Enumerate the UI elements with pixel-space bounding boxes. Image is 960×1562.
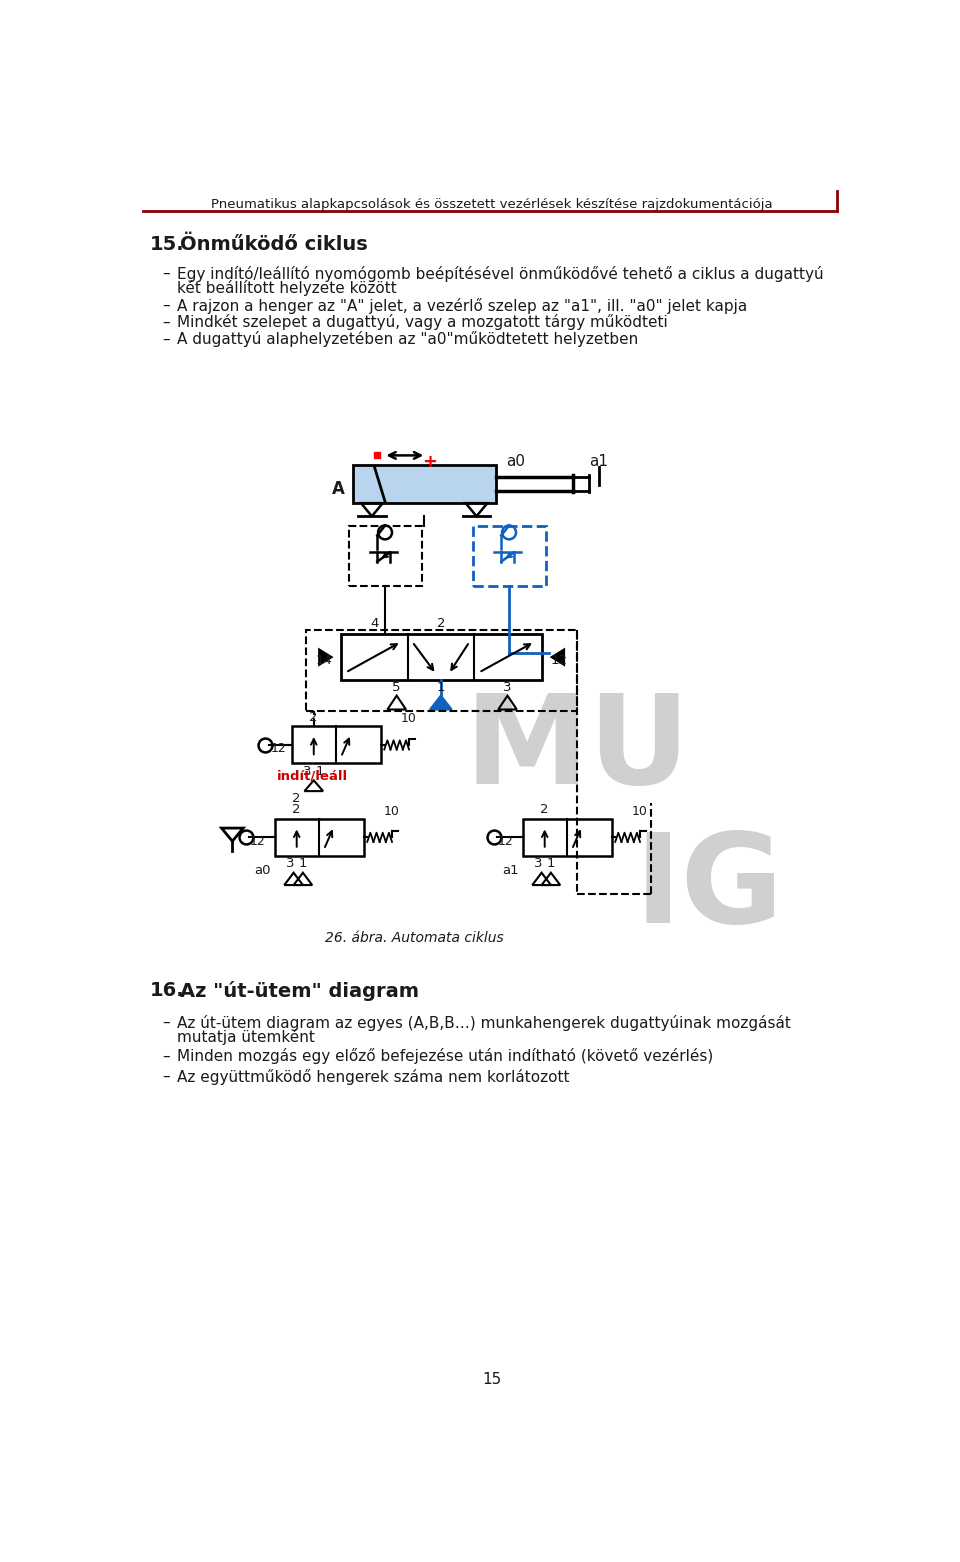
Text: 10: 10 (384, 804, 400, 817)
Text: –: – (162, 266, 170, 281)
Text: A: A (332, 480, 345, 498)
Text: 3: 3 (286, 858, 295, 870)
Text: a0: a0 (254, 864, 271, 876)
Text: 10: 10 (632, 804, 648, 817)
Bar (275, 818, 364, 856)
Text: Az együttműködő hengerek száma nem korlátozott: Az együttműködő hengerek száma nem korlá… (177, 1068, 569, 1086)
Text: indít/leáll: indít/leáll (276, 770, 348, 783)
Text: Egy indító/leállító nyomógomb beépítésével önműködővé tehető a ciklus a dugattyú: Egy indító/leállító nyomógomb beépítésév… (177, 266, 824, 283)
Text: 1: 1 (437, 681, 445, 695)
Text: mutatja ütemként: mutatja ütemként (177, 1029, 315, 1045)
Text: MU: MU (465, 689, 690, 811)
Text: Az "út-ütem" diagram: Az "út-ütem" diagram (180, 981, 420, 1001)
Polygon shape (319, 650, 331, 665)
Polygon shape (552, 650, 564, 665)
Text: Mindkét szelepet a dugattyú, vagy a mozgatott tárgy működteti: Mindkét szelepet a dugattyú, vagy a mozg… (177, 314, 667, 331)
Text: két beállított helyzete között: két beállított helyzete között (177, 280, 396, 295)
Text: 10: 10 (401, 712, 417, 725)
Text: Pneumatikus alapkapcsolások és összetett vezérlések készítése rajzdokumentációja: Pneumatikus alapkapcsolások és összetett… (211, 198, 773, 211)
Bar (292, 726, 381, 764)
Text: –: – (162, 314, 170, 330)
Text: 3: 3 (303, 765, 312, 778)
Text: 1: 1 (546, 858, 555, 870)
Text: 26. ábra. Automata ciklus: 26. ábra. Automata ciklus (325, 931, 504, 945)
Text: –: – (162, 1068, 170, 1084)
Text: –: – (162, 297, 170, 312)
Text: 15: 15 (482, 1371, 502, 1387)
Text: 15.: 15. (150, 236, 184, 255)
Text: 1: 1 (316, 765, 324, 778)
Bar (523, 818, 612, 856)
Text: Minden mozgás egy előző befejezése után indítható (követő vezérlés): Minden mozgás egy előző befejezése után … (177, 1048, 713, 1064)
Text: 14: 14 (316, 654, 332, 667)
Text: 12: 12 (551, 654, 568, 667)
Text: –: – (162, 1015, 170, 1031)
Text: 2: 2 (540, 803, 549, 815)
Text: 12: 12 (270, 742, 286, 756)
Text: +: + (422, 453, 438, 470)
Text: A dugattyú alaphelyzetében az "a0"működtetett helyzetben: A dugattyú alaphelyzetében az "a0"működt… (177, 331, 637, 347)
Text: A rajzon a henger az "A" jelet, a vezérlő szelep az "a1", ill. "a0" jelet kapja: A rajzon a henger az "A" jelet, a vezérl… (177, 297, 747, 314)
Text: Az út-ütem diagram az egyes (A,B,B…) munkahengerek dugattyúinak mozgását: Az út-ütem diagram az egyes (A,B,B…) mun… (177, 1015, 790, 1031)
Text: a1: a1 (502, 864, 519, 876)
Bar (352, 464, 496, 503)
Text: 12: 12 (250, 834, 266, 848)
Text: 2: 2 (293, 792, 300, 806)
Bar (306, 629, 577, 711)
Bar (348, 526, 422, 586)
Text: Önműködő ciklus: Önműködő ciklus (180, 236, 369, 255)
Bar (341, 634, 542, 679)
Text: 4: 4 (370, 617, 378, 629)
Text: 2: 2 (437, 617, 445, 629)
Polygon shape (430, 695, 452, 709)
Text: IG: IG (635, 828, 783, 948)
Text: 2: 2 (309, 711, 318, 723)
Text: a1: a1 (589, 455, 609, 469)
Text: a0: a0 (506, 455, 525, 469)
Text: 12: 12 (498, 834, 514, 848)
Text: 5: 5 (393, 681, 401, 695)
Text: 16.: 16. (150, 981, 184, 1000)
Text: –: – (162, 331, 170, 347)
Text: 1: 1 (299, 858, 307, 870)
Text: 3: 3 (535, 858, 542, 870)
Text: 3: 3 (503, 681, 512, 695)
Text: 2: 2 (293, 803, 300, 815)
Text: –: – (162, 1048, 170, 1064)
Bar (472, 526, 546, 586)
